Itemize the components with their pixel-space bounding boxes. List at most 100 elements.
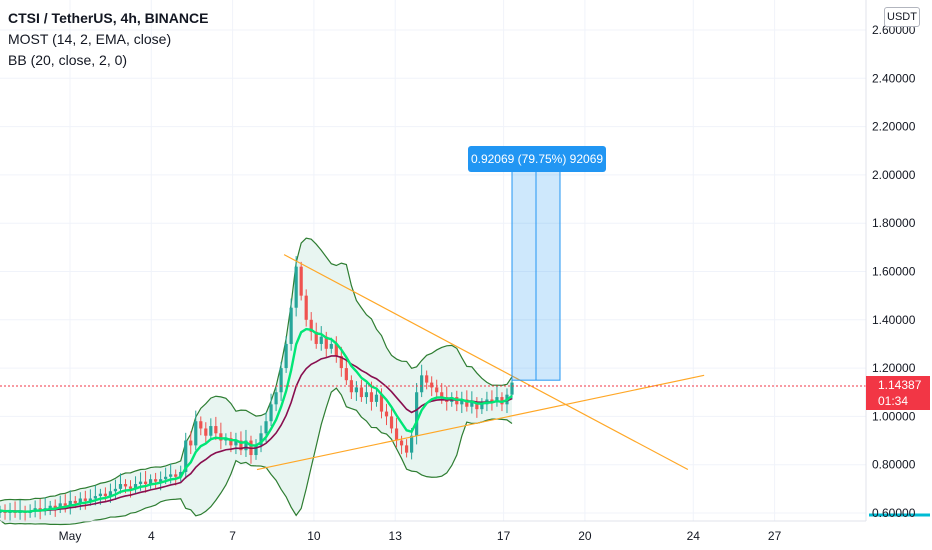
candle-body (254, 445, 258, 456)
candle-body (314, 331, 318, 344)
price-tick-label: 2.40000 (872, 71, 916, 85)
candle-body (239, 440, 243, 451)
candle-body (194, 421, 198, 446)
symbol-title[interactable]: CTSI / TetherUS, 4h, BINANCE (8, 10, 209, 26)
most-indicator-label[interactable]: MOST (14, 2, EMA, close) (8, 31, 172, 47)
candle-body (88, 498, 92, 501)
trendlines (256, 254, 705, 471)
candle-body (164, 476, 168, 480)
time-tick-label: May (59, 529, 82, 543)
measure-label[interactable]: 0.92069 (79.75%) 92069 (468, 146, 606, 172)
candle-body (344, 368, 348, 381)
time-tick-label: 27 (768, 529, 782, 543)
candle-body (174, 474, 178, 477)
currency-button[interactable]: USDT (884, 7, 920, 27)
candle-body (209, 426, 213, 436)
candle-body (143, 481, 148, 485)
candle-body (63, 503, 67, 506)
candlesticks (0, 256, 514, 522)
time-tick-label: 24 (687, 529, 701, 543)
price-tick-label: 2.20000 (872, 120, 916, 134)
candle-body (204, 428, 208, 436)
candle-body (384, 411, 389, 417)
trendline (283, 254, 689, 471)
candle-body (133, 484, 138, 489)
candle-body (259, 433, 263, 446)
candle-body (304, 295, 308, 320)
candle-body (264, 421, 268, 434)
candle-body (289, 307, 293, 344)
candle-body (425, 375, 429, 383)
price-axis: 0.60000 0.80000 1.00000 1.20000 1.40000 1.600… (872, 23, 916, 520)
price-tick-label: 0.60000 (872, 506, 916, 520)
bb-indicator-label[interactable]: BB (20, close, 2, 0) (8, 52, 128, 68)
candle-body (495, 397, 499, 402)
candle-body (299, 266, 303, 296)
candle-body (440, 392, 444, 398)
bar-countdown: 01:34 (878, 394, 909, 408)
current-price-tag: 1.14387 01:34 (866, 376, 930, 410)
candle-body (184, 440, 188, 472)
candle-body (33, 508, 37, 511)
candle-body (404, 445, 409, 453)
candle-body (93, 496, 97, 499)
candle-body (78, 498, 82, 504)
candle-body (339, 356, 343, 369)
candle-body (309, 319, 313, 332)
candle-body (334, 343, 338, 357)
candle-body (460, 399, 464, 405)
price-tick-label: 1.00000 (872, 409, 916, 423)
indicator-lines (0, 327, 513, 513)
candle-body (349, 380, 353, 393)
trendline (256, 374, 705, 471)
candle-body (128, 486, 133, 489)
candle-body (229, 438, 233, 446)
time-tick-label: 4 (148, 529, 155, 543)
candle-body (480, 404, 484, 410)
candle-body (138, 481, 143, 485)
candle-body (154, 479, 158, 482)
candle-body (415, 392, 419, 436)
candle-body (234, 440, 238, 446)
candle-body (53, 505, 57, 509)
time-tick-label: 17 (497, 529, 511, 543)
candle-body (294, 266, 298, 308)
most-line (0, 327, 513, 513)
candle-body (359, 387, 364, 398)
candle-body (379, 394, 384, 412)
candle-body (470, 401, 474, 407)
candle-body (435, 387, 439, 393)
candle-body (430, 382, 434, 388)
candle-body (510, 382, 514, 395)
candle-body (319, 336, 323, 344)
candle-body (108, 491, 113, 497)
candle-body (420, 375, 424, 393)
candle-body (274, 392, 278, 405)
candle-body (38, 508, 42, 511)
candle-body (189, 440, 193, 446)
chart-legend: CTSI / TetherUS, 4h, BINANCE MOST (14, 2… (8, 8, 208, 71)
candle-body (73, 500, 77, 504)
current-price-value: 1.14387 (878, 378, 922, 392)
price-tick-label: 1.80000 (872, 216, 916, 230)
measure-tool (511, 157, 561, 381)
candle-body (148, 479, 153, 485)
candle-body (389, 416, 394, 429)
price-tick-label: 1.40000 (872, 313, 916, 327)
candle-body (490, 399, 494, 402)
price-tick-label: 0.80000 (872, 458, 916, 472)
bollinger-bands (0, 237, 513, 526)
candle-body (214, 426, 218, 434)
candle-body (354, 387, 358, 393)
price-tick-label: 2.00000 (872, 168, 916, 182)
candle-body (369, 392, 374, 402)
candle-body (159, 479, 163, 482)
bb-upper-band (0, 237, 513, 502)
price-tick-label: 1.60000 (872, 265, 916, 279)
candle-body (329, 343, 333, 349)
candle-body (324, 336, 328, 349)
candle-body (118, 484, 123, 489)
candle-body (123, 484, 128, 487)
candle-body (465, 399, 469, 407)
